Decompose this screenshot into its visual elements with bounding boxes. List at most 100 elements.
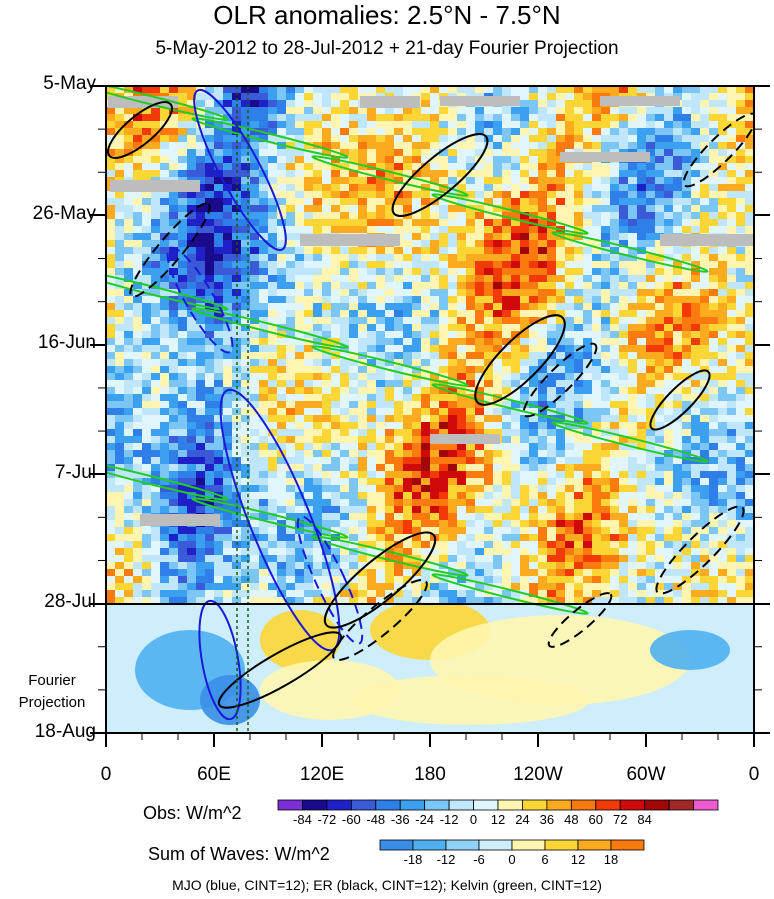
obs-cell [331, 100, 340, 107]
obs-cell [403, 114, 412, 121]
obs-cell [565, 338, 574, 345]
obs-cell [367, 359, 376, 366]
obs-cell [160, 261, 169, 268]
obs-cell [448, 128, 457, 135]
obs-cell [475, 415, 484, 422]
obs-cell [340, 317, 349, 324]
obs-cell [169, 282, 178, 289]
obs-cell [682, 513, 691, 520]
obs-cell [124, 219, 133, 226]
obs-cell [673, 247, 682, 254]
obs-cell [556, 373, 565, 380]
obs-cell [187, 436, 196, 443]
obs-cell [637, 373, 646, 380]
obs-cell [601, 450, 610, 457]
obs-cell [349, 401, 358, 408]
obs-cell [673, 114, 682, 121]
obs-cell [349, 527, 358, 534]
obs-cell [529, 282, 538, 289]
obs-cell [547, 464, 556, 471]
obs-cell [457, 156, 466, 163]
obs-cell [502, 450, 511, 457]
obs-cell [295, 548, 304, 555]
obs-cell [250, 86, 259, 93]
obs-cell [448, 275, 457, 282]
obs-cell [304, 324, 313, 331]
obs-cell [592, 436, 601, 443]
obs-cell [583, 541, 592, 548]
obs-cell [178, 247, 187, 254]
obs-cell [133, 506, 142, 513]
obs-cell [691, 415, 700, 422]
obs-cell [421, 198, 430, 205]
obs-cell [259, 86, 268, 93]
obs-cell [502, 562, 511, 569]
obs-cell [250, 191, 259, 198]
obs-cell [682, 191, 691, 198]
obs-cell [439, 107, 448, 114]
obs-cell [259, 296, 268, 303]
obs-cell [250, 415, 259, 422]
obs-cell [610, 261, 619, 268]
obs-cell [529, 163, 538, 170]
obs-cell [538, 142, 547, 149]
obs-cell [268, 121, 277, 128]
obs-cell [538, 555, 547, 562]
obs-cell [592, 86, 601, 93]
obs-cell [484, 457, 493, 464]
obs-cell [385, 380, 394, 387]
obs-cell [565, 527, 574, 534]
obs-cell [250, 275, 259, 282]
obs-cell [700, 170, 709, 177]
obs-cell [727, 184, 736, 191]
obs-cell [493, 184, 502, 191]
obs-cell [709, 562, 718, 569]
obs-cell [358, 562, 367, 569]
obs-cell [151, 436, 160, 443]
obs-cell [538, 177, 547, 184]
obs-cell [556, 443, 565, 450]
obs-cell [394, 107, 403, 114]
obs-cell [115, 436, 124, 443]
obs-cell [457, 324, 466, 331]
obs-cell [601, 226, 610, 233]
obs-cell [556, 100, 565, 107]
obs-cell [304, 450, 313, 457]
obs-cell [115, 142, 124, 149]
obs-cell [529, 380, 538, 387]
obs-cell [376, 184, 385, 191]
obs-cell [457, 142, 466, 149]
obs-cell [376, 191, 385, 198]
obs-cell [610, 408, 619, 415]
obs-cell [601, 401, 610, 408]
obs-cell [322, 324, 331, 331]
obs-cell [241, 534, 250, 541]
obs-cell [196, 289, 205, 296]
obs-cell [160, 506, 169, 513]
obs-cell [475, 296, 484, 303]
obs-cell [214, 443, 223, 450]
obs-cell [610, 485, 619, 492]
obs-cell [565, 128, 574, 135]
obs-cell [358, 121, 367, 128]
obs-cell [646, 548, 655, 555]
obs-cell [565, 93, 574, 100]
obs-cell [115, 289, 124, 296]
obs-cell [610, 86, 619, 93]
obs-cell [592, 401, 601, 408]
obs-cell [565, 233, 574, 240]
obs-cell [196, 198, 205, 205]
obs-cell [682, 338, 691, 345]
obs-cell [331, 422, 340, 429]
obs-cell [574, 170, 583, 177]
obs-cell [331, 548, 340, 555]
obs-cell [403, 324, 412, 331]
obs-cell [133, 170, 142, 177]
obs-cell [457, 464, 466, 471]
obs-cell [385, 184, 394, 191]
obs-cell [502, 352, 511, 359]
obs-cell [610, 282, 619, 289]
obs-cell [340, 198, 349, 205]
obs-cell [709, 219, 718, 226]
obs-cell [115, 149, 124, 156]
